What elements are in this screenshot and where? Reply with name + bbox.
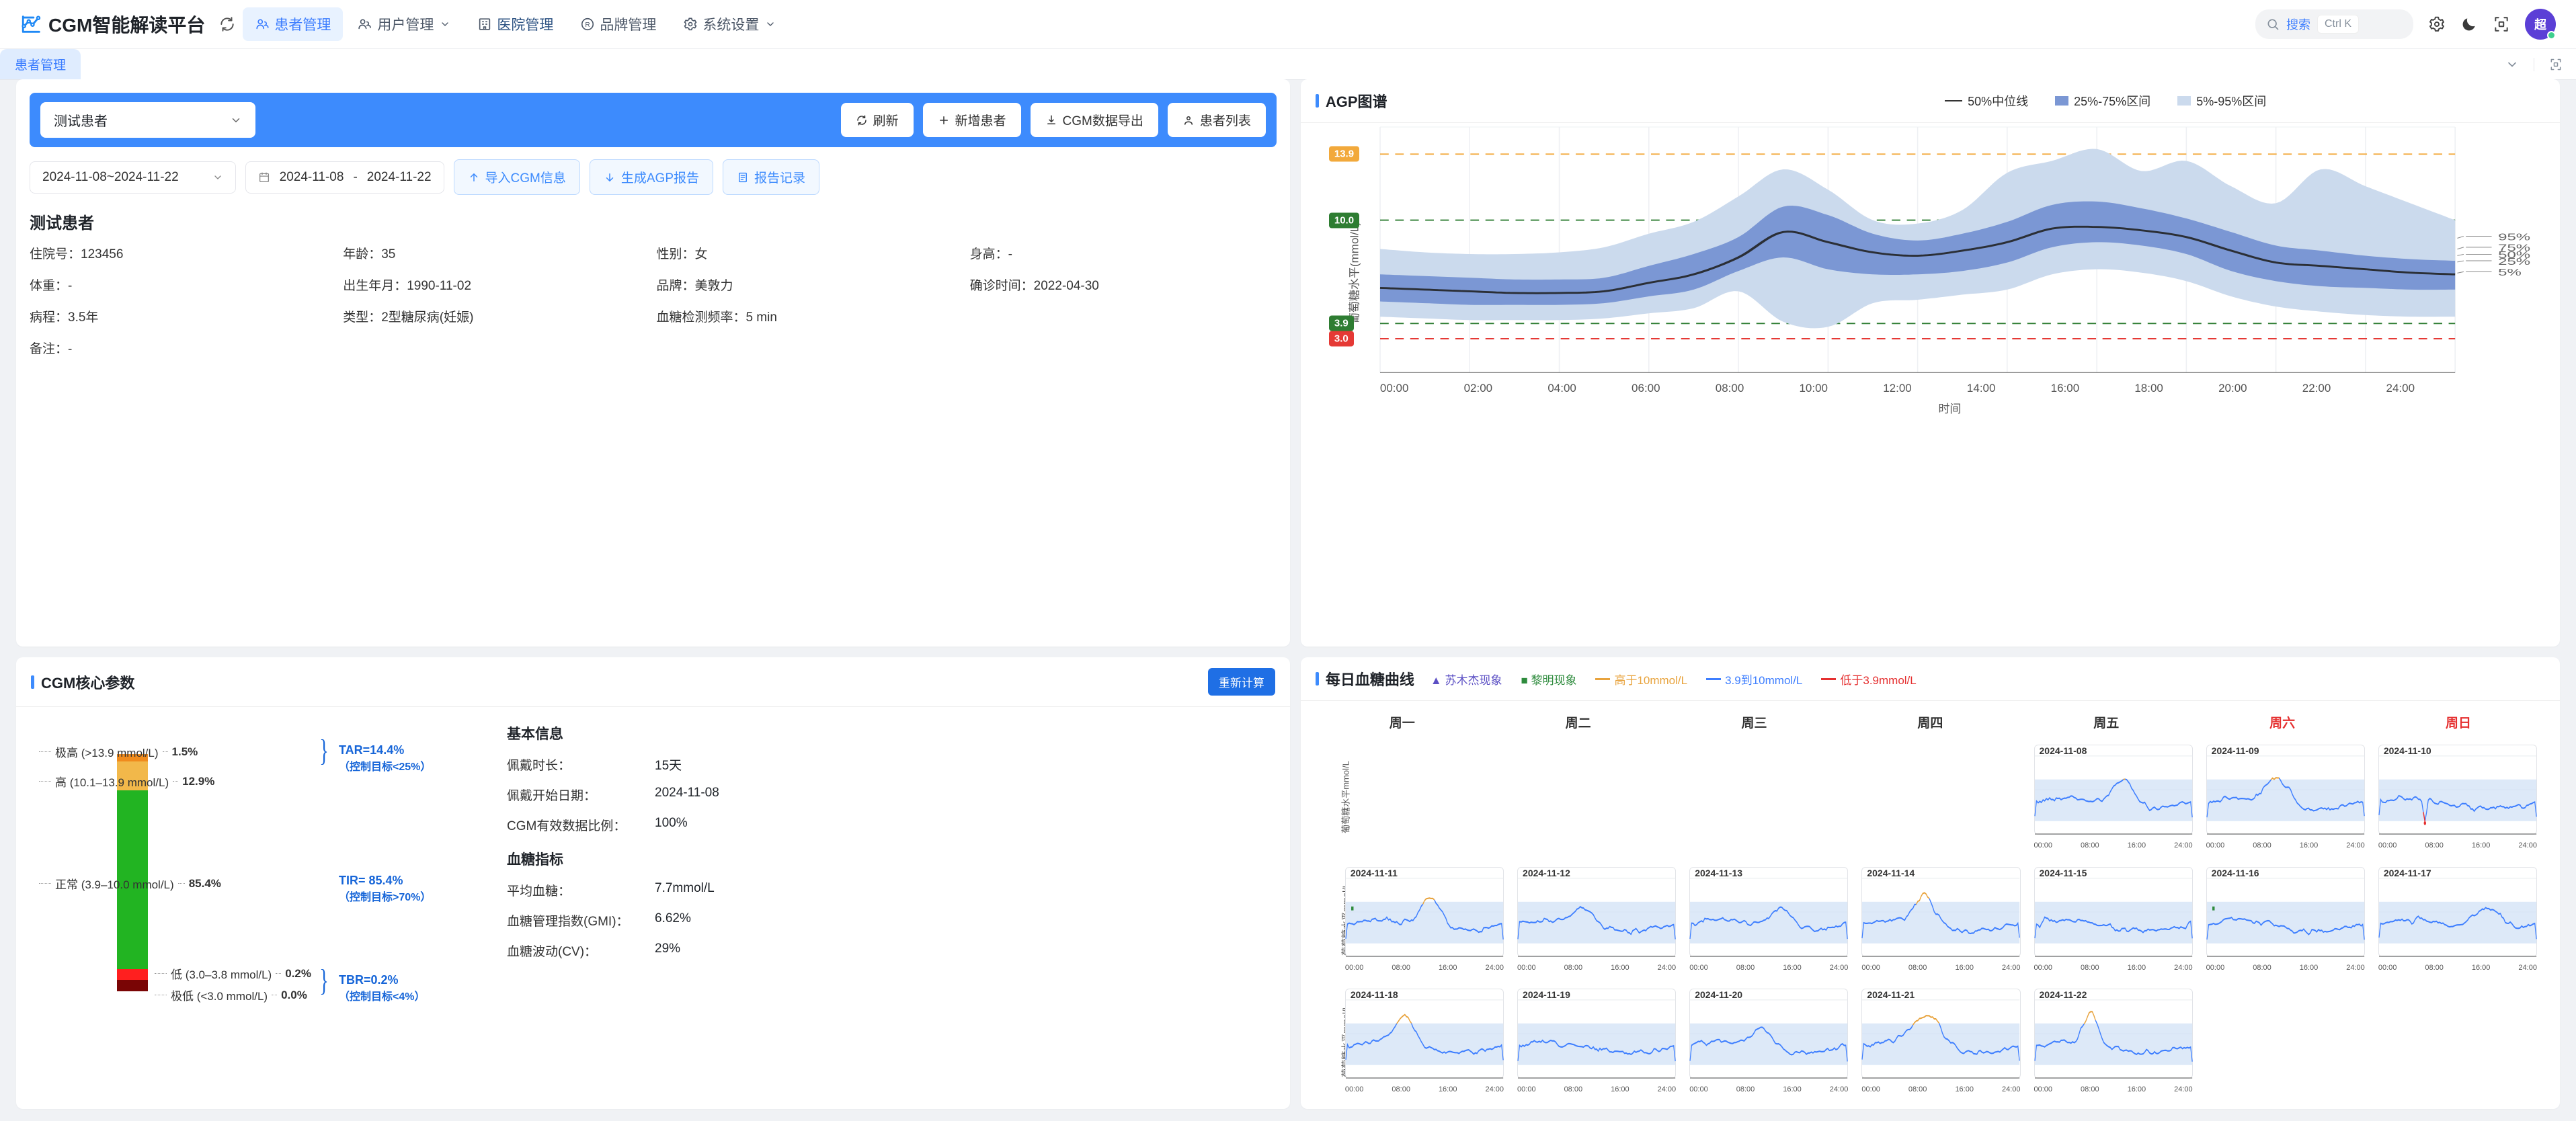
svg-text:5%: 5%: [2498, 267, 2522, 278]
svg-text:95%: 95%: [2498, 232, 2530, 243]
svg-text:25%: 25%: [2498, 256, 2530, 267]
svg-text:R: R: [586, 22, 590, 29]
